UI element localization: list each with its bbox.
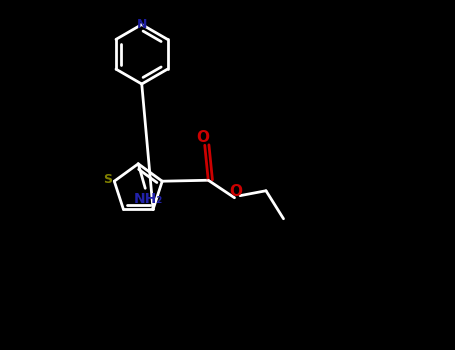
- Text: N: N: [136, 18, 147, 31]
- Text: O: O: [197, 130, 209, 145]
- Text: S: S: [103, 173, 112, 186]
- Text: NH₂: NH₂: [134, 192, 163, 206]
- Text: O: O: [230, 184, 243, 199]
